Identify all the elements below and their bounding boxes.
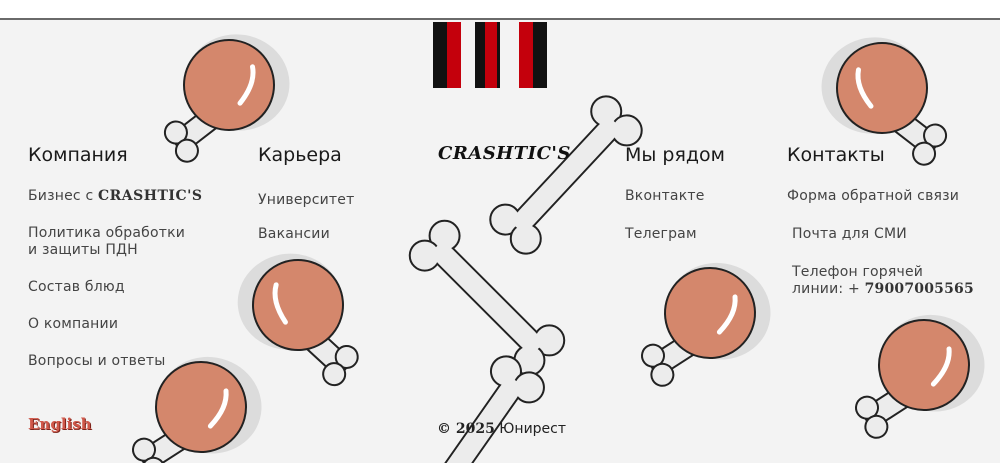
hotline-prefix: линии: + <box>792 281 860 297</box>
business-link-prefix: Бизнес с <box>28 188 94 204</box>
university-link[interactable]: Университет <box>258 192 355 208</box>
vacancies-link[interactable]: Вакансии <box>258 226 330 242</box>
chicken-leg-icon <box>635 249 781 409</box>
hotline-phone-link[interactable]: Телефон горячей линии: + 79007005565 <box>792 264 974 298</box>
about-company-link[interactable]: О компании <box>28 316 119 332</box>
bone-icon <box>402 213 572 383</box>
hotline-number: 79007005565 <box>864 281 974 297</box>
copyright: © 2025 Юнирест <box>437 421 566 437</box>
background-illustrations <box>0 20 1000 463</box>
contacts-column-title: Контакты <box>787 144 885 166</box>
privacy-policy-link[interactable]: Политика обработки и защиты ПДН <box>28 225 185 259</box>
telegram-link[interactable]: Телеграм <box>625 226 697 242</box>
hotline-line2: линии: + 79007005565 <box>792 281 974 298</box>
press-mail-link[interactable]: Почта для СМИ <box>792 226 907 242</box>
privacy-policy-line2: и защиты ПДН <box>28 242 138 258</box>
business-link-brand: CRASHTIC'S <box>98 188 203 204</box>
logo-stripes-icon[interactable] <box>433 22 547 88</box>
bone-icon <box>483 89 649 261</box>
chicken-leg-icon <box>234 248 360 393</box>
language-switch-link[interactable]: English <box>28 415 92 433</box>
feedback-form-link[interactable]: Форма обратной связи <box>787 188 960 204</box>
career-column-title: Карьера <box>258 144 342 166</box>
copyright-year: © 2025 <box>437 421 495 437</box>
company-column-title: Компания <box>28 144 128 166</box>
nearby-column-title: Мы рядом <box>625 144 726 166</box>
brand-wordmark[interactable]: CRASHTIC'S <box>438 143 571 164</box>
faq-link[interactable]: Вопросы и ответы <box>28 353 166 369</box>
chicken-leg-icon <box>849 301 995 461</box>
site-footer: Компания Бизнес с CRASHTIC'S Политика об… <box>0 18 1000 463</box>
hotline-line1: Телефон горячей <box>792 264 924 280</box>
privacy-policy-line1: Политика обработки <box>28 225 186 241</box>
business-link[interactable]: Бизнес с CRASHTIC'S <box>28 188 203 205</box>
copyright-company: Юнирест <box>499 421 567 437</box>
menu-composition-link[interactable]: Состав блюд <box>28 279 125 295</box>
vk-link[interactable]: Вконтакте <box>625 188 705 204</box>
